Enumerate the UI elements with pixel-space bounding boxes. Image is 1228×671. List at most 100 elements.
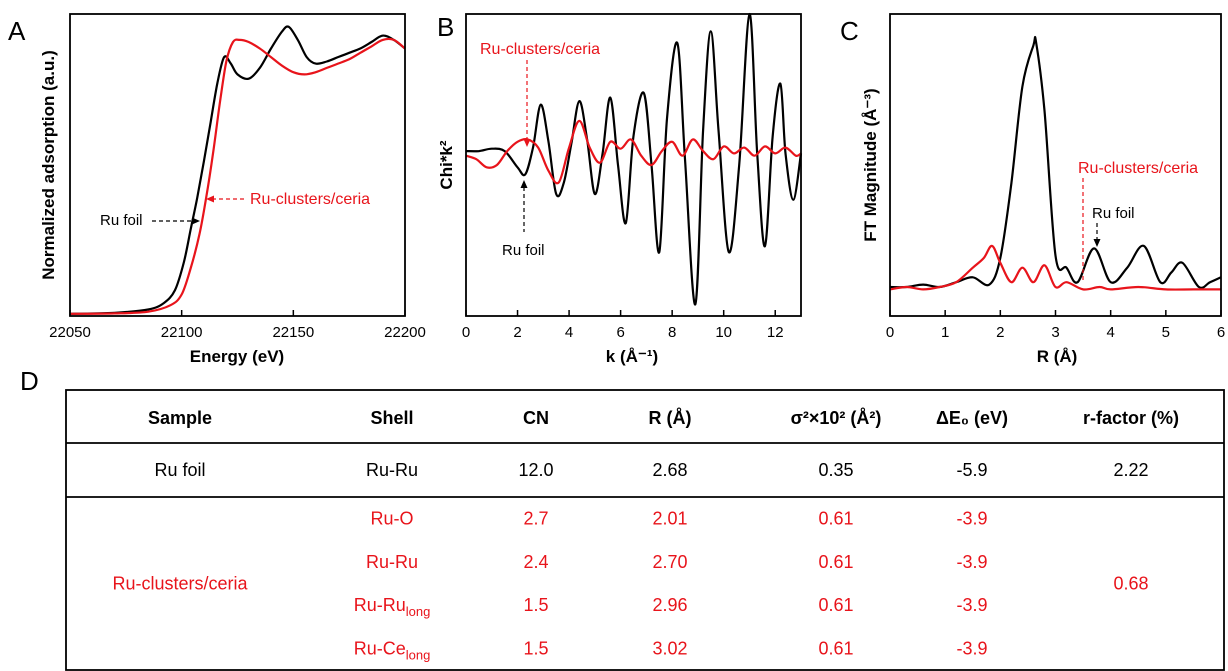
panel-b-x-tick-label: 8 bbox=[668, 324, 676, 341]
table-cell-sigma2: 0.61 bbox=[818, 552, 853, 572]
table-cell-r: 3.02 bbox=[652, 638, 687, 658]
panel-a-x-tick-label: 22100 bbox=[161, 324, 203, 341]
panel-b-annotation-ru-foil-text: Ru foil bbox=[502, 242, 545, 259]
panel-a-chart: 22050 22100 22150 22200 Energy (eV) Normali… bbox=[39, 13, 426, 366]
panel-b-x-tick-label: 4 bbox=[565, 324, 573, 341]
table-cell-cn: 1.5 bbox=[523, 638, 548, 658]
panel-c-x-ticks: 0 1 2 3 4 5 6 bbox=[886, 310, 1225, 341]
panel-b-chart: 0 2 4 6 8 10 12 k (Å⁻¹) Chi*k² Ru-clusters/cer… bbox=[437, 12, 803, 366]
table-cell-shell: Ru-Celong bbox=[354, 638, 431, 662]
panel-b-x-tick-label: 12 bbox=[767, 324, 784, 341]
panel-c-x-tick-label: 4 bbox=[1106, 324, 1114, 341]
panel-b-annotation-ru-foil-arrowhead bbox=[520, 180, 528, 188]
panel-letter-d: D bbox=[20, 366, 39, 396]
table-cell-sample: Ru foil bbox=[154, 460, 205, 480]
panel-a-annotation-ru-clusters-text: Ru-clusters/ceria bbox=[250, 191, 370, 208]
panel-a-annotation-ru-foil: Ru foil bbox=[100, 212, 200, 229]
panel-b-annotation-ru-clusters: Ru-clusters/ceria bbox=[480, 41, 600, 147]
panel-a-x-tick-label: 22150 bbox=[272, 324, 314, 341]
panel-b-x-tick-label: 2 bbox=[513, 324, 521, 341]
panel-c-annotation-ru-foil-text: Ru foil bbox=[1092, 205, 1135, 222]
table-cell-shell: Ru-O bbox=[370, 509, 413, 529]
panel-c-x-tick-label: 0 bbox=[886, 324, 894, 341]
panel-b-series-group bbox=[465, 12, 803, 306]
table-cell-r: 2.68 bbox=[652, 460, 687, 480]
table-body: Ru foil 2.22 Ru-Ru 12.0 2.68 0.35 -5.9 Ru-clust… bbox=[112, 460, 1148, 662]
panel-b-x-ticks: 0 2 4 6 8 10 12 bbox=[462, 310, 784, 341]
table-cell-sample: Ru-clusters/ceria bbox=[112, 574, 248, 594]
panel-c-annotation-ru-foil: Ru foil bbox=[1092, 205, 1135, 247]
table-cell-cn: 2.4 bbox=[523, 552, 548, 572]
panel-c-line-ru-foil bbox=[889, 35, 1222, 289]
table-frame bbox=[65, 389, 1225, 671]
panel-c-x-tick-label: 2 bbox=[996, 324, 1004, 341]
panel-c-annotation-ru-clusters: Ru-clusters/ceria bbox=[1078, 160, 1198, 282]
table-cell-shell: Ru-Rulong bbox=[354, 595, 431, 619]
panel-b-annotation-ru-clusters-text: Ru-clusters/ceria bbox=[480, 41, 600, 58]
table-header-r-factor: r-factor (%) bbox=[1083, 408, 1179, 428]
panel-letter-c: C bbox=[840, 16, 859, 46]
table-cell-r-factor: 2.22 bbox=[1113, 460, 1148, 480]
table-cell-r: 2.70 bbox=[652, 552, 687, 572]
panel-b-y-axis-label: Chi*k² bbox=[437, 140, 456, 189]
panel-a-x-tick-label: 22050 bbox=[49, 324, 91, 341]
panel-c-x-tick-label: 1 bbox=[941, 324, 949, 341]
panel-a-series-group bbox=[69, 25, 406, 315]
panel-b-frame bbox=[465, 13, 802, 317]
panel-c-y-axis-label: FT Magnitude (Å⁻³) bbox=[861, 88, 880, 241]
panel-a-x-axis-label: Energy (eV) bbox=[190, 347, 284, 366]
table-cell-shell: Ru-Ru bbox=[366, 460, 418, 480]
panel-b-line-ru-foil bbox=[465, 12, 803, 306]
table-cell-sigma2: 0.61 bbox=[818, 638, 853, 658]
table-header-row: Sample Shell CN R (Å) σ²×10² (Å²) ΔE₀ (eV) r-f… bbox=[148, 408, 1179, 428]
panel-a-frame bbox=[69, 13, 406, 317]
panel-b-line-ru-clusters-ceria bbox=[465, 119, 802, 185]
panel-a-line-ru-clusters-ceria bbox=[69, 37, 406, 315]
table-cell-sigma2: 0.61 bbox=[818, 509, 853, 529]
panel-b-annotation-ru-clusters-arrowhead bbox=[523, 139, 531, 147]
table-cell-cn: 1.5 bbox=[523, 595, 548, 615]
table-header-r: R (Å) bbox=[649, 408, 692, 428]
panel-c-chart: 0 1 2 3 4 5 6 R (Å) FT Magnitude (Å⁻³) Ru-clus… bbox=[861, 13, 1225, 366]
table-cell-de0: -5.9 bbox=[956, 460, 987, 480]
panel-b-x-tick-label: 0 bbox=[462, 324, 470, 341]
panel-b-x-axis-label: k (Å⁻¹) bbox=[606, 347, 658, 366]
table-cell-de0: -3.9 bbox=[956, 509, 987, 529]
table-cell-de0: -3.9 bbox=[956, 595, 987, 615]
panel-c-x-tick-label: 6 bbox=[1217, 324, 1225, 341]
panel-c-series-group bbox=[889, 35, 1222, 291]
panel-a-x-tick-label: 22200 bbox=[384, 324, 426, 341]
table-cell-de0: -3.9 bbox=[956, 638, 987, 658]
panel-a-annotation-ru-foil-text: Ru foil bbox=[100, 212, 143, 229]
panel-a-annotation-ru-foil-arrowhead bbox=[192, 217, 200, 225]
table-header-cn: CN bbox=[523, 408, 549, 428]
table-cell-r: 2.01 bbox=[652, 509, 687, 529]
panel-b-x-tick-label: 10 bbox=[715, 324, 732, 341]
table-cell-sigma2: 0.61 bbox=[818, 595, 853, 615]
table-header-10: σ²×10² (Å²) bbox=[791, 408, 882, 428]
panel-c-x-tick-label: 5 bbox=[1162, 324, 1170, 341]
table-cell-de0: -3.9 bbox=[956, 552, 987, 572]
panel-a-line-ru-foil bbox=[69, 25, 406, 315]
table-cell-cn: 12.0 bbox=[518, 460, 553, 480]
panel-b-x-tick-label: 6 bbox=[616, 324, 624, 341]
panel-a-x-ticks: 22050 22100 22150 22200 bbox=[49, 310, 426, 341]
panel-letter-a: A bbox=[8, 16, 26, 46]
table-cell-sigma2: 0.35 bbox=[818, 460, 853, 480]
table-header-e-ev: ΔE₀ (eV) bbox=[936, 408, 1008, 428]
table-cell-r: 2.96 bbox=[652, 595, 687, 615]
panel-letter-b: B bbox=[437, 12, 454, 42]
panel-c-annotation-ru-clusters-text: Ru-clusters/ceria bbox=[1078, 160, 1198, 177]
panel-c-x-axis-label: R (Å) bbox=[1037, 347, 1078, 366]
table-header-shell: Shell bbox=[370, 408, 413, 428]
panel-a-annotation-ru-clusters: Ru-clusters/ceria bbox=[206, 191, 370, 208]
panel-a-y-axis-label: Normalized adsorption (a.u.) bbox=[39, 50, 58, 280]
table-cell-r-factor: 0.68 bbox=[1113, 574, 1148, 594]
table-header-sample: Sample bbox=[148, 408, 212, 428]
panel-c-annotation-ru-foil-arrowhead bbox=[1093, 239, 1101, 247]
panel-c-x-tick-label: 3 bbox=[1051, 324, 1059, 341]
table-cell-shell: Ru-Ru bbox=[366, 552, 418, 572]
panel-a-annotation-ru-clusters-arrowhead bbox=[206, 195, 214, 203]
panel-c-line-ru-clusters-ceria bbox=[889, 244, 1221, 291]
